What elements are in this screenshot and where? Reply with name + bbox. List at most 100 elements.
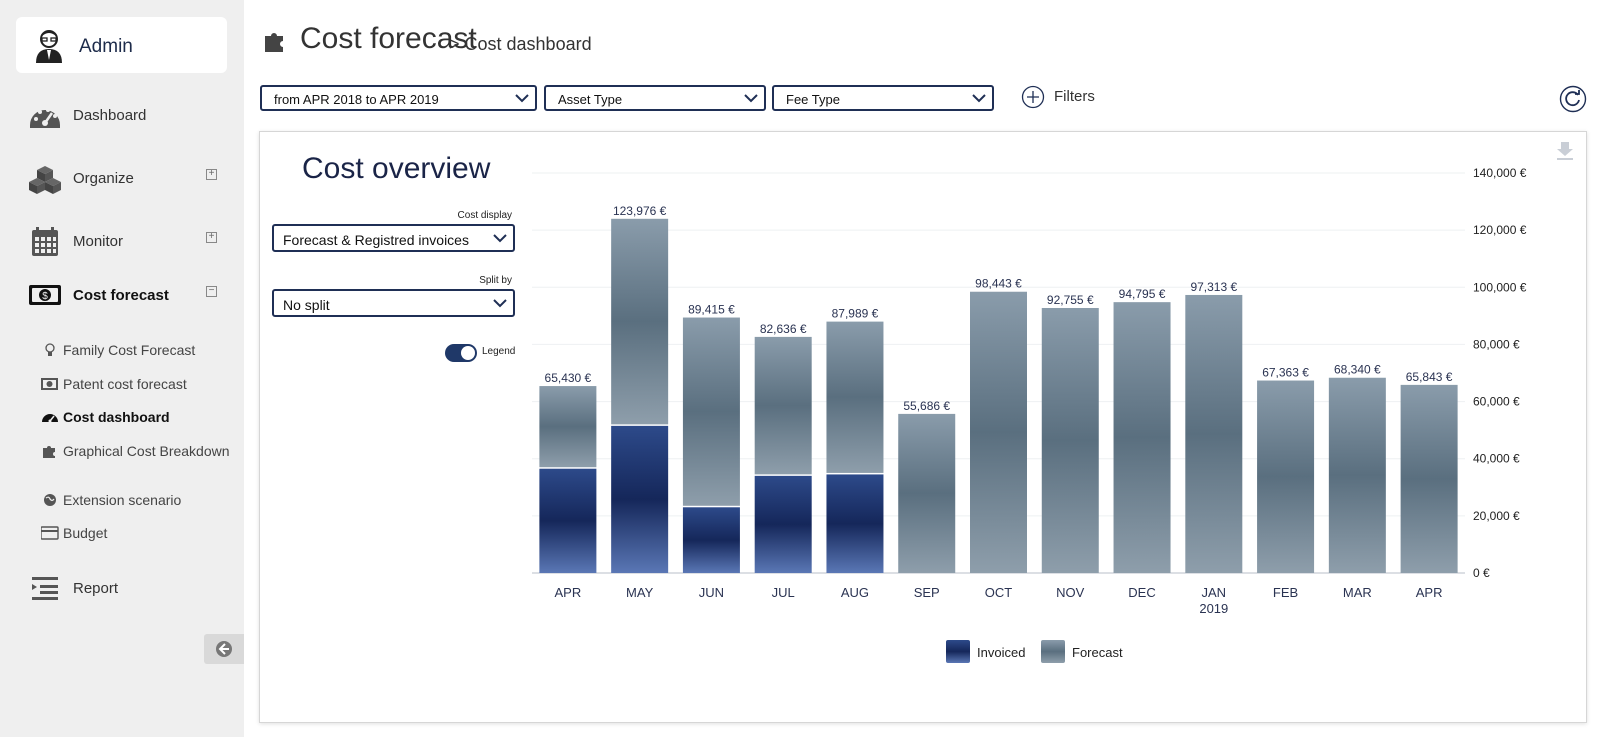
forecast-bar[interactable]: [898, 414, 955, 573]
forecast-bar[interactable]: [970, 292, 1027, 573]
bar-total-label: 82,636 €: [760, 322, 807, 336]
sidebar-item-label: Report: [73, 580, 118, 597]
sidebar-subitem-label: Graphical Cost Breakdown: [63, 443, 230, 459]
y-tick-label: 20,000 €: [1473, 509, 1520, 523]
invoiced-bar[interactable]: [826, 474, 883, 573]
sidebar-subitem-patent-cost-forecast[interactable]: Patent cost forecast: [41, 376, 231, 392]
x-tick-label: 2019: [1199, 601, 1228, 616]
credit-card-icon: [41, 526, 59, 540]
sidebar: Admin Dashboard Organize +: [0, 0, 244, 737]
forecast-bar[interactable]: [683, 318, 740, 506]
sidebar-subitem-family-cost-forecast[interactable]: Family Cost Forecast: [41, 342, 231, 358]
period-select-value: from APR 2018 to APR 2019: [274, 92, 439, 107]
x-tick-label: MAR: [1343, 585, 1372, 600]
x-tick-label: FEB: [1273, 585, 1298, 600]
calendar-icon: [28, 227, 62, 257]
forecast-bar[interactable]: [1401, 385, 1458, 573]
expand-icon[interactable]: +: [206, 232, 217, 243]
lightbulb-icon: [41, 343, 59, 357]
x-tick-label: APR: [555, 585, 582, 600]
bar-total-label: 68,340 €: [1334, 363, 1381, 377]
x-tick-label: SEP: [914, 585, 940, 600]
x-tick-label: DEC: [1128, 585, 1155, 600]
refresh-icon[interactable]: [1559, 85, 1587, 113]
x-tick-label: APR: [1416, 585, 1443, 600]
forecast-bar[interactable]: [611, 219, 668, 425]
bar-total-label: 67,363 €: [1262, 366, 1309, 380]
speedometer-icon: [28, 101, 62, 131]
asset-type-select-value: Asset Type: [558, 92, 622, 107]
bar-total-label: 65,843 €: [1406, 370, 1453, 384]
invoiced-bar[interactable]: [755, 476, 812, 573]
arrow-left-icon: [215, 640, 233, 658]
sidebar-subitem-label: Cost dashboard: [63, 409, 170, 425]
bar-total-label: 65,430 €: [545, 371, 592, 385]
sidebar-item-cost-forecast[interactable]: $ Cost forecast −: [0, 275, 244, 315]
x-tick-label: JUL: [772, 585, 795, 600]
user-name: Admin: [79, 36, 133, 58]
sidebar-item-label: Cost forecast: [73, 287, 169, 304]
forecast-bar[interactable]: [755, 337, 812, 474]
svg-text:$: $: [42, 291, 48, 302]
user-card[interactable]: Admin: [16, 17, 227, 73]
sidebar-item-label: Organize: [73, 170, 134, 187]
legend-swatch-invoiced: [946, 640, 970, 663]
sidebar-item-organize[interactable]: Organize +: [0, 158, 244, 198]
invoiced-bar[interactable]: [539, 469, 596, 573]
sidebar-collapse-button[interactable]: [204, 634, 244, 664]
banknote-icon: [41, 377, 59, 391]
y-tick-label: 100,000 €: [1473, 280, 1527, 294]
invoiced-bar[interactable]: [611, 426, 668, 573]
breadcrumb[interactable]: > Cost dashboard: [449, 34, 592, 55]
x-tick-label: AUG: [841, 585, 869, 600]
sidebar-item-monitor[interactable]: Monitor +: [0, 221, 244, 261]
forecast-bar[interactable]: [539, 386, 596, 467]
forecast-bar[interactable]: [1329, 378, 1386, 573]
sidebar-subitem-extension-scenario[interactable]: Extension scenario: [41, 492, 231, 508]
expand-icon[interactable]: +: [206, 169, 217, 180]
period-select[interactable]: from APR 2018 to APR 2019: [260, 85, 537, 111]
puzzle-icon: [263, 28, 289, 54]
sidebar-subitem-label: Family Cost Forecast: [63, 342, 195, 358]
y-tick-label: 0 €: [1473, 566, 1490, 580]
forecast-bar[interactable]: [826, 322, 883, 473]
sidebar-subitem-label: Patent cost forecast: [63, 376, 187, 392]
cubes-icon: [28, 164, 62, 194]
chevron-down-icon: [744, 93, 758, 103]
forecast-bar[interactable]: [1185, 295, 1242, 573]
y-tick-label: 120,000 €: [1473, 223, 1527, 237]
forecast-bar[interactable]: [1042, 308, 1099, 573]
bar-total-label: 97,313 €: [1190, 280, 1237, 294]
fee-type-select-value: Fee Type: [786, 92, 840, 107]
y-tick-label: 140,000 €: [1473, 166, 1527, 180]
bar-total-label: 55,686 €: [903, 399, 950, 413]
puzzle-icon: [41, 444, 59, 458]
legend-label-forecast: Forecast: [1072, 645, 1123, 660]
sidebar-item-dashboard[interactable]: Dashboard: [0, 95, 244, 135]
chevron-down-icon: [972, 93, 986, 103]
collapse-icon[interactable]: −: [206, 286, 217, 297]
cost-overview-card: Cost overview Cost display Forecast & Re…: [259, 131, 1587, 723]
x-tick-label: JAN: [1202, 585, 1227, 600]
speedometer-icon: [41, 410, 59, 424]
bar-total-label: 87,989 €: [832, 307, 879, 321]
y-tick-label: 60,000 €: [1473, 395, 1520, 409]
x-tick-label: JUN: [699, 585, 724, 600]
fee-type-select[interactable]: Fee Type: [772, 85, 994, 111]
sidebar-subitem-budget[interactable]: Budget: [41, 525, 231, 541]
asset-type-select[interactable]: Asset Type: [544, 85, 766, 111]
y-tick-label: 40,000 €: [1473, 452, 1520, 466]
sidebar-subitem-cost-dashboard[interactable]: Cost dashboard: [41, 409, 231, 425]
bar-total-label: 94,795 €: [1119, 287, 1166, 301]
bar-total-label: 89,415 €: [688, 303, 735, 317]
forecast-bar[interactable]: [1257, 381, 1314, 573]
sidebar-item-report[interactable]: Report: [0, 568, 244, 608]
x-tick-label: OCT: [985, 585, 1013, 600]
plus-circle-icon: [1021, 85, 1045, 109]
invoiced-bar[interactable]: [683, 507, 740, 573]
list-icon: [30, 574, 64, 604]
sidebar-item-label: Dashboard: [73, 107, 146, 124]
legend-swatch-forecast: [1041, 640, 1065, 663]
forecast-bar[interactable]: [1114, 302, 1171, 573]
sidebar-subitem-graphical-cost-breakdown[interactable]: Graphical Cost Breakdown: [41, 442, 231, 460]
